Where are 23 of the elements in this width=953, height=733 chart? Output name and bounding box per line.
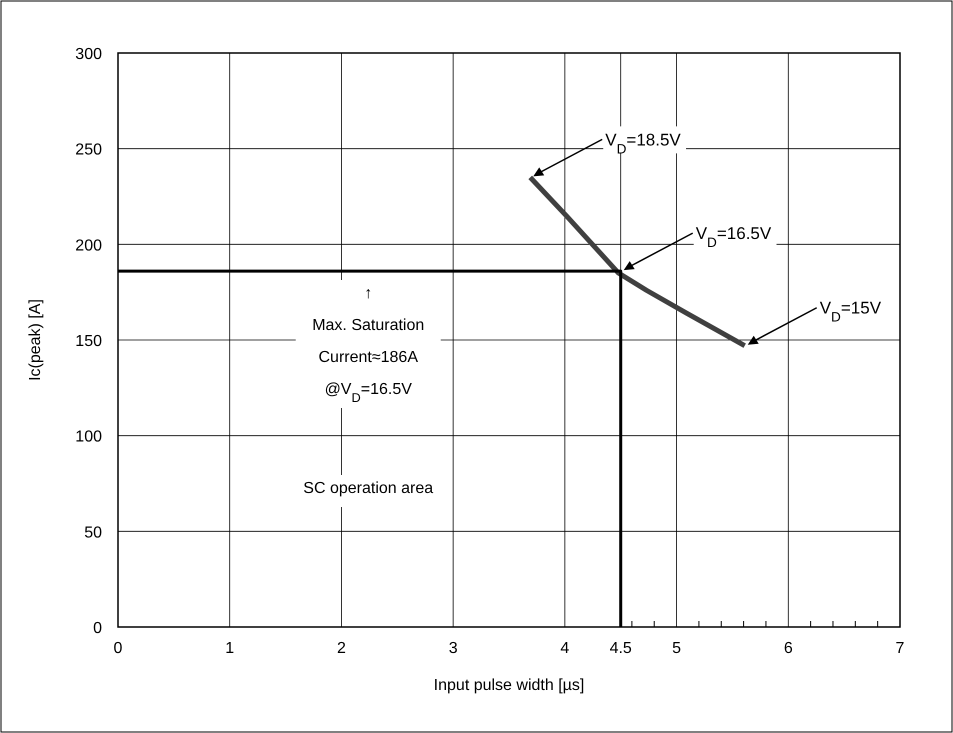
y-tick-label: 100 (75, 428, 102, 446)
x-tick-label: 7 (896, 640, 905, 657)
x-tick-label: 6 (784, 640, 793, 657)
annotation: V$_{D}$=15V (820, 298, 882, 324)
x-tick-label: 1 (225, 640, 234, 657)
y-tick-label: 300 (75, 46, 102, 63)
x-tick-label: 4 (560, 640, 570, 657)
x-tick-label: 3 (448, 640, 458, 657)
y-axis-title: Ic(peak) [A] (27, 299, 44, 381)
y-tick-label: 250 (75, 142, 102, 159)
y-tick-label: 200 (75, 237, 102, 254)
x-tick-label: 5 (672, 640, 682, 657)
annotation: V$_{D}$=16.5V (696, 224, 772, 250)
x-tick-label: 0 (114, 640, 123, 657)
annotation: V$_{D}$=18.5V (605, 130, 682, 156)
y-tick-label: 150 (75, 333, 102, 350)
annotation: SC operation area (303, 480, 434, 497)
annotation: ↑ Max. Saturation Current≈186A @V$_{D}$=16.5V (312, 285, 424, 404)
x-axis-title: Input pulse width [µs] (434, 677, 584, 694)
x-tick-label: 4.5 (610, 640, 632, 657)
x-tick-label: 2 (336, 640, 346, 657)
y-tick-label: 50 (84, 524, 102, 542)
y-tick-label: 0 (93, 620, 102, 637)
